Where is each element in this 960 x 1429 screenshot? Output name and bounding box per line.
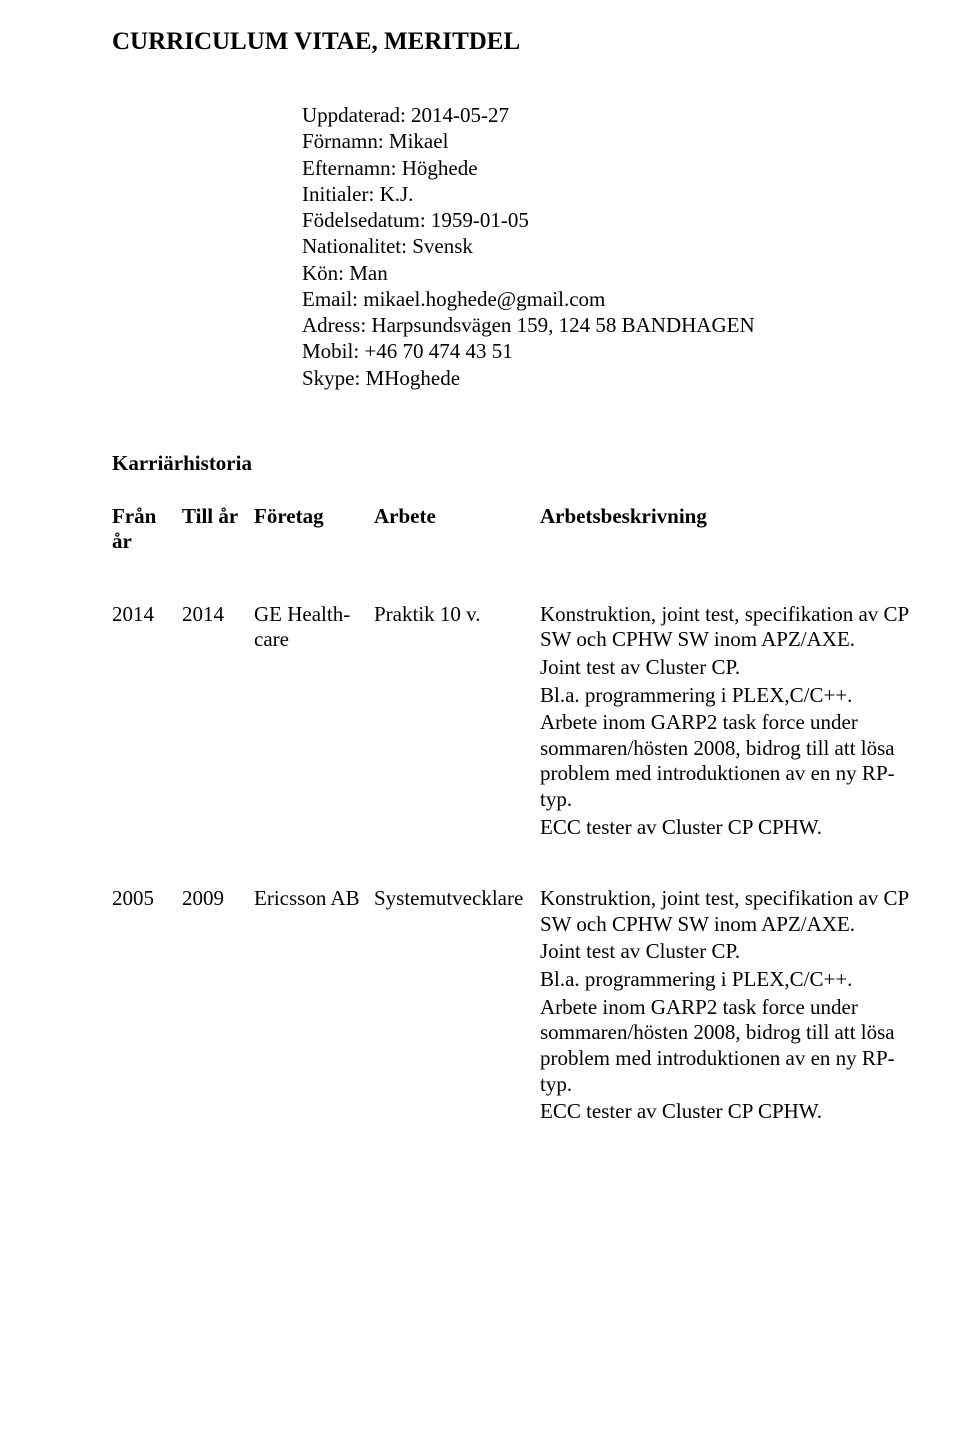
- header-company: Företag: [254, 504, 374, 602]
- career-section-title: Karriärhistoria: [112, 451, 930, 476]
- header-desc: Arbetsbeskrivning: [540, 504, 930, 602]
- cell-job: Systemutvecklare: [374, 886, 540, 1170]
- email-label: Email:: [302, 287, 363, 311]
- personal-gender: Kön: Man: [302, 260, 930, 286]
- desc-paragraph: Konstruktion, joint test, specifikation …: [540, 886, 924, 937]
- desc-paragraph: Joint test av Cluster CP.: [540, 939, 924, 965]
- gender-label: Kön:: [302, 261, 349, 285]
- desc-paragraph: Bl.a. programmering i PLEX,C/C++.: [540, 683, 924, 709]
- lastname-label: Efternamn:: [302, 156, 402, 180]
- skype-label: Skype:: [302, 366, 366, 390]
- cell-from: 2014: [112, 602, 182, 886]
- table-row: 20142014GE Health-carePraktik 10 v.Konst…: [112, 602, 930, 886]
- page: CURRICULUM VITAE, MERITDEL Uppdaterad: 2…: [0, 0, 960, 1429]
- header-to: Till år: [182, 504, 254, 602]
- desc-paragraph: Bl.a. programmering i PLEX,C/C++.: [540, 967, 924, 993]
- skype-value: MHoghede: [366, 366, 460, 390]
- personal-nationality: Nationalitet: Svensk: [302, 233, 930, 259]
- header-from: Från år: [112, 504, 182, 602]
- updated-value: 2014-05-27: [411, 103, 509, 127]
- personal-updated: Uppdaterad: 2014-05-27: [302, 102, 930, 128]
- address-value: Harpsundsvägen 159, 124 58 BANDHAGEN: [371, 313, 754, 337]
- nationality-label: Nationalitet:: [302, 234, 412, 258]
- initials-label: Initialer:: [302, 182, 380, 206]
- cell-job: Praktik 10 v.: [374, 602, 540, 886]
- desc-paragraph: ECC tester av Cluster CP CPHW.: [540, 1099, 924, 1125]
- firstname-value: Mikael: [389, 129, 448, 153]
- document-title: CURRICULUM VITAE, MERITDEL: [112, 28, 930, 56]
- cell-from: 2005: [112, 886, 182, 1170]
- career-body: 20142014GE Health-carePraktik 10 v.Konst…: [112, 602, 930, 1171]
- birth-label: Födelsedatum:: [302, 208, 431, 232]
- gender-value: Man: [349, 261, 388, 285]
- personal-lastname: Efternamn: Höghede: [302, 155, 930, 181]
- personal-email: Email: mikael.hoghede@gmail.com: [302, 286, 930, 312]
- personal-birth: Födelsedatum: 1959-01-05: [302, 207, 930, 233]
- table-row: 20052009Ericsson ABSystemutvecklareKonst…: [112, 886, 930, 1170]
- lastname-value: Höghede: [402, 156, 478, 180]
- desc-paragraph: Arbete inom GARP2 task force under somma…: [540, 995, 924, 1097]
- personal-info-block: Uppdaterad: 2014-05-27 Förnamn: Mikael E…: [302, 102, 930, 391]
- desc-paragraph: Joint test av Cluster CP.: [540, 655, 924, 681]
- cell-to: 2014: [182, 602, 254, 886]
- mobile-label: Mobil:: [302, 339, 364, 363]
- desc-paragraph: Arbete inom GARP2 task force under somma…: [540, 710, 924, 812]
- personal-address: Adress: Harpsundsvägen 159, 124 58 BANDH…: [302, 312, 930, 338]
- desc-paragraph: Konstruktion, joint test, specifikation …: [540, 602, 924, 653]
- mobile-value: +46 70 474 43 51: [364, 339, 512, 363]
- personal-firstname: Förnamn: Mikael: [302, 128, 930, 154]
- email-value: mikael.hoghede@gmail.com: [363, 287, 605, 311]
- firstname-label: Förnamn:: [302, 129, 389, 153]
- nationality-value: Svensk: [412, 234, 473, 258]
- career-header-row: Från år Till år Företag Arbete Arbetsbes…: [112, 504, 930, 602]
- updated-label: Uppdaterad:: [302, 103, 411, 127]
- career-table: Från år Till år Företag Arbete Arbetsbes…: [112, 504, 930, 1171]
- personal-mobile: Mobil: +46 70 474 43 51: [302, 338, 930, 364]
- initials-value: K.J.: [380, 182, 414, 206]
- address-label: Adress:: [302, 313, 371, 337]
- cell-description: Konstruktion, joint test, specifikation …: [540, 602, 930, 886]
- personal-skype: Skype: MHoghede: [302, 365, 930, 391]
- cell-company: GE Health-care: [254, 602, 374, 886]
- personal-initials: Initialer: K.J.: [302, 181, 930, 207]
- cell-description: Konstruktion, joint test, specifikation …: [540, 886, 930, 1170]
- cell-to: 2009: [182, 886, 254, 1170]
- birth-value: 1959-01-05: [431, 208, 529, 232]
- desc-paragraph: ECC tester av Cluster CP CPHW.: [540, 815, 924, 841]
- header-job: Arbete: [374, 504, 540, 602]
- cell-company: Ericsson AB: [254, 886, 374, 1170]
